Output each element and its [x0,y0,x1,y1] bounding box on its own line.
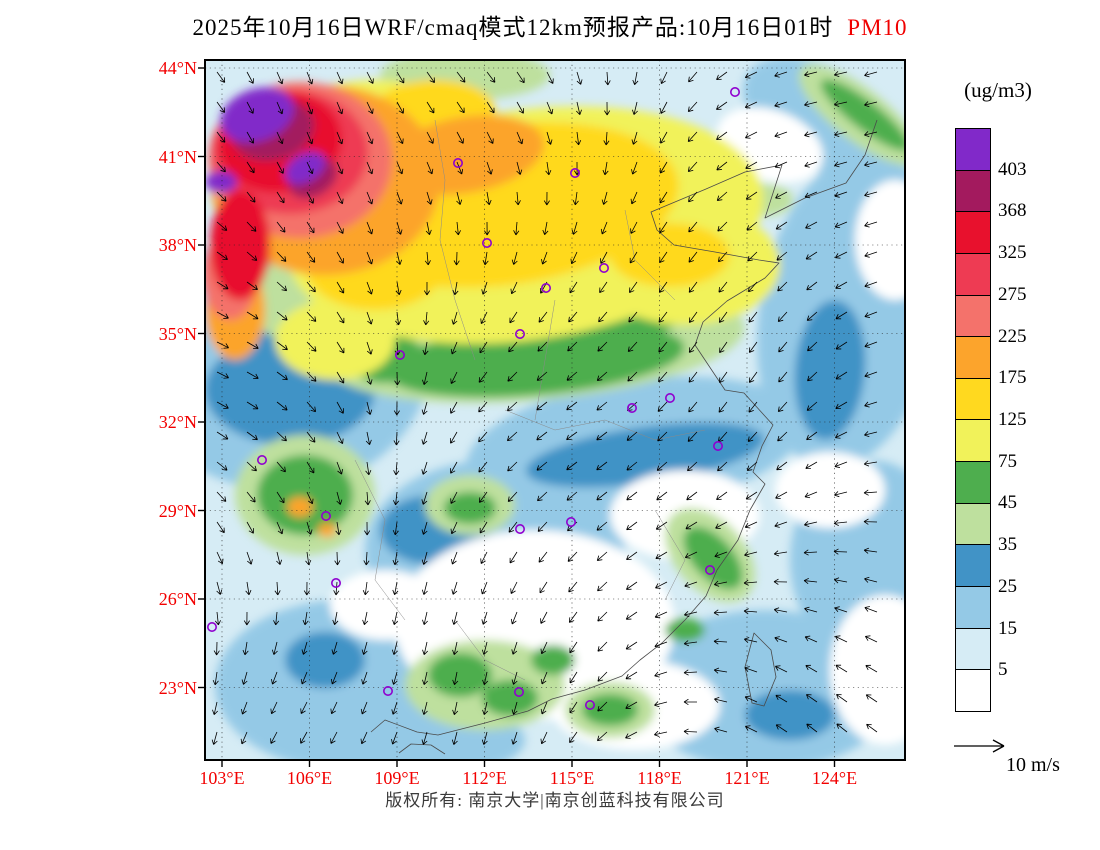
city-markers [207,86,740,710]
taiwan-outline [744,632,777,707]
lon-label-112: 112°E [462,768,507,788]
colorbar-label-175: 175 [998,367,1027,389]
colorbar-label-275: 275 [998,283,1027,305]
lon-label-121: 121°E [724,768,770,788]
city-marker [540,283,551,294]
city-marker [712,440,723,451]
axis-ticks [198,67,836,767]
colorbar-segment [956,544,990,587]
city-marker [395,349,406,360]
lon-label-106: 106°E [286,768,333,788]
city-marker [256,454,267,465]
colorbar [955,128,991,712]
colorbar-label-325: 325 [998,242,1027,264]
lat-label-41: 41°N [158,146,197,167]
province-borders [354,119,706,681]
colorbar-segment [956,377,990,420]
wind-reference-label: 10 m/s [1006,754,1060,776]
lon-label-103: 103°E [199,768,245,788]
city-marker [514,523,525,534]
page-title: 2025年10月16日WRF/cmaq模式12km预报产品:10月16日01时 P… [0,8,1100,42]
city-marker [598,263,609,274]
lat-label-26: 26°N [158,589,197,609]
lat-label-23: 23°N [158,677,197,698]
city-marker [664,392,675,403]
lat-label-35: 35°N [158,323,197,344]
city-marker [569,168,580,179]
colorbar-segment [956,252,990,295]
title-pollutant: PM10 [847,15,908,40]
city-marker [481,238,492,249]
city-marker [584,699,595,710]
colorbar-label-35: 35 [998,534,1017,556]
city-marker [704,564,715,575]
colorbar-segment [956,336,990,378]
colorbar-segment [956,502,990,545]
colorbar-units-label: (ug/m3) [964,78,1032,102]
city-marker [321,510,332,521]
forecast-map [198,59,906,767]
lon-label-124: 124°E [811,768,858,788]
map-frame [204,59,906,761]
lat-label-44: 44°N [158,58,197,78]
pm10-concentration-field [205,60,905,760]
colorbar-label-125: 125 [998,409,1027,430]
lat-label-29: 29°N [158,500,197,521]
wind-vectors [211,71,878,745]
city-marker [207,621,217,632]
colorbar-label-75: 75 [998,450,1017,472]
colorbar-segment [956,669,990,711]
lat-label-32: 32°N [158,412,197,432]
lon-label-109: 109°E [374,768,420,788]
city-marker [453,158,464,169]
colorbar-segment [956,461,990,503]
wind-reference-arrow [954,739,1005,753]
colorbar-label-225: 225 [998,325,1027,347]
colorbar-label-15: 15 [998,617,1017,639]
colorbar-segment [956,419,990,462]
city-marker [565,516,576,527]
colorbar-label-403: 403 [998,158,1027,180]
colorbar-label-45: 45 [998,492,1017,514]
colorbar-segment [956,211,990,253]
colorbar-label-368: 368 [998,200,1027,222]
colorbar-segment [956,129,990,170]
colorbar-segment [956,627,990,670]
title-text: 2025年10月16日WRF/cmaq模式12km预报产品:10月16日01时 [192,15,834,40]
colorbar-label-25: 25 [998,575,1017,597]
coastline-path [370,119,878,736]
city-marker [383,685,394,696]
city-marker [626,402,637,413]
coastline-and-borders [354,119,878,755]
colorbar-label-5: 5 [998,659,1008,681]
city-marker [729,86,740,97]
lon-label-118: 118°E [637,768,682,788]
city-marker [514,328,525,339]
city-marker [331,577,342,588]
lat-label-38: 38°N [158,235,197,255]
copyright-footer: 版权所有: 南京大学|南京创蓝科技有限公司 [385,791,725,810]
colorbar-segment [956,169,990,212]
hainan-outline [398,743,446,755]
colorbar-segment [956,294,990,337]
lon-label-115: 115°E [549,768,595,788]
colorbar-segment [956,586,990,628]
city-marker [513,686,524,697]
